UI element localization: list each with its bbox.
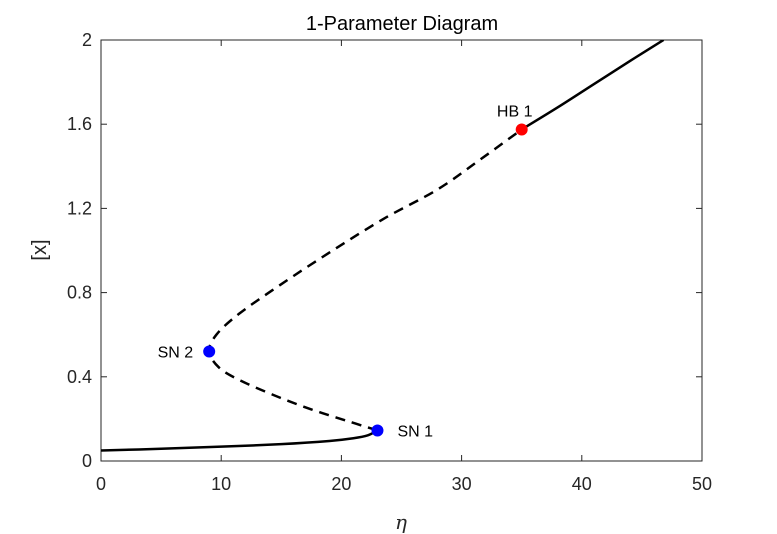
axes-box — [100, 39, 703, 462]
y-tick-label: 1.2 — [67, 198, 92, 218]
x-tick-label: 40 — [572, 474, 592, 494]
x-tick-label: 50 — [692, 474, 712, 494]
y-tick-label: 0 — [82, 451, 92, 471]
series-line-solid-2 — [521, 40, 665, 131]
y-tick-label: 0.8 — [67, 283, 92, 303]
y-tick-label: 1.6 — [67, 114, 92, 134]
plot-area: 0 10 20 30 40 50 0 0.4 0.8 1.2 1.6 2 HB 1 SN 2 SN 1 — [67, 30, 712, 494]
y-tick-label: 2 — [82, 30, 92, 50]
x-tick-label: 10 — [211, 474, 231, 494]
y-axis-label: [x] — [29, 239, 51, 260]
label-hb-1: HB 1 — [497, 103, 533, 120]
point-sn-1 — [371, 424, 384, 437]
point-hb-1 — [515, 123, 528, 136]
series-line-solid-0 — [101, 429, 379, 452]
point-sn-2 — [203, 345, 216, 358]
x-axis-label: η — [395, 510, 407, 534]
chart-title: 1-Parameter Diagram — [306, 13, 498, 35]
x-tick-label: 0 — [96, 474, 106, 494]
series-line-dashed-1 — [207, 128, 523, 432]
label-sn-2: SN 2 — [158, 345, 194, 362]
x-tick-label: 20 — [331, 474, 351, 494]
x-tick-label: 30 — [452, 474, 472, 494]
label-sn-1: SN 1 — [397, 423, 433, 440]
y-tick-label: 0.4 — [67, 367, 92, 387]
